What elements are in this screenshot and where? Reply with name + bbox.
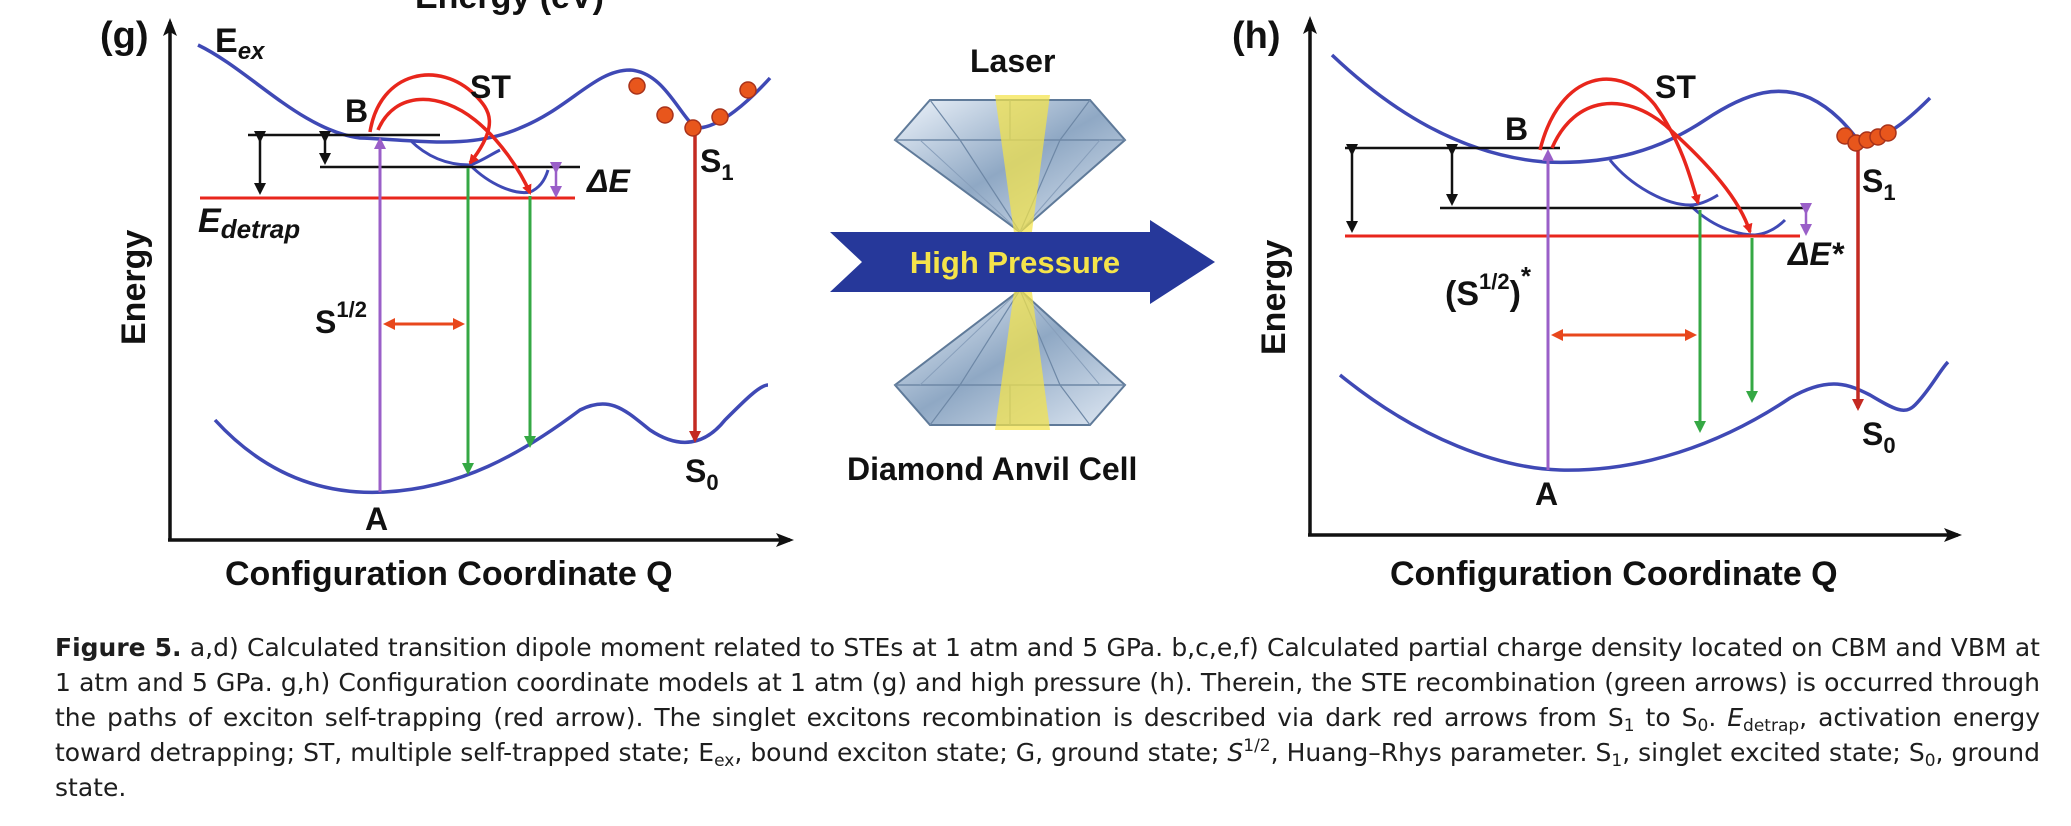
caption-sub: 0 [1924, 751, 1936, 771]
panel-g-ex-label: Eex [215, 22, 266, 65]
panel-h-dE-label: ΔE* [1787, 236, 1845, 272]
panel-h-b-label: B [1505, 111, 1528, 147]
panel-h-st-label: ST [1655, 69, 1696, 105]
laser-label: Laser [970, 43, 1055, 79]
panel-h-s0-label: S0 [1862, 416, 1896, 458]
panel-h-st-well-1 [1608, 159, 1719, 207]
panel-g-st-label: ST [470, 69, 511, 105]
caption-text: , ground state. [55, 738, 2040, 802]
panel-g-st-arrow-2 [376, 97, 532, 195]
caption-sub: ex [714, 751, 735, 771]
panel-h-s1-label: S1 [1862, 163, 1896, 205]
figure-caption: Figure 5. a,d) Calculated transition dip… [55, 630, 2040, 805]
panel-g-a-label: A [365, 501, 388, 537]
panel-g-s1-label: S1 [700, 143, 734, 185]
caption-text: . [1708, 703, 1728, 732]
panel-g-huang-rhys-label: S1/2 [315, 297, 367, 340]
panel-h-tag: (h) [1232, 15, 1281, 57]
caption-sub: 0 [1697, 716, 1709, 736]
panel-h-huang-rhys-label: (S1/2)* [1445, 261, 1532, 313]
panel-g-exciton-dot [711, 108, 729, 126]
diamond-anvil-cell-label: Diamond Anvil Cell [847, 451, 1137, 487]
panel-g-y-label: Energy [115, 230, 153, 345]
panel-g-b-label: B [345, 93, 368, 129]
panel-g-st-well-2 [468, 163, 550, 195]
caption-italic: E [1727, 703, 1744, 732]
panel-g-edetrap-label: Edetrap [198, 202, 300, 244]
panel-h-st-arrow-1 [1538, 77, 1701, 205]
caption-text: , activation energy toward detrapping; S… [55, 703, 2040, 767]
panel-g-s0-label: S0 [685, 453, 719, 495]
caption-text: , Huang–Rhys parameter. S [1270, 738, 1612, 767]
panel-h-a-label: A [1535, 476, 1558, 512]
high-pressure-arrow [830, 220, 1215, 304]
panel-g-dE-label: ΔE [586, 163, 631, 199]
top-partial-label: Energy (eV) [415, 0, 604, 16]
panel-h-st-arrow-2 [1550, 101, 1753, 234]
caption-text: to S [1634, 703, 1698, 732]
panel-h-exciton-dot [1879, 124, 1897, 142]
caption-figure-label: Figure 5. [55, 633, 182, 662]
panel-g-exciton-dot [684, 119, 702, 137]
panel-g-exciton-dot [656, 106, 674, 124]
caption-sub: detrap [1743, 716, 1800, 736]
high-pressure-label: High Pressure [910, 245, 1120, 280]
panel-g-st-well-1 [408, 138, 501, 167]
caption-italic: S [1227, 738, 1244, 767]
caption-sub: 1 [1611, 751, 1623, 771]
panel-g-exciton-dot [739, 81, 757, 99]
panel-h-excited-curve [1330, 53, 1932, 165]
panel-g: (g) Eex B ST S1 ΔE Edetrap S1/2 A S0 Ene… [100, 15, 794, 593]
caption-text: a,d) Calculated transition dipole moment… [55, 633, 2040, 732]
panel-g-st-arrow-1 [368, 73, 492, 165]
caption-text: , singlet excited state; S [1622, 738, 1925, 767]
panel-h-x-label: Configuration Coordinate Q [1390, 555, 1838, 593]
panel-h-st-well-2 [1688, 203, 1787, 237]
caption-text: , bound exciton state; G, ground state; [734, 738, 1228, 767]
caption-sup: 1/2 [1243, 736, 1271, 756]
panel-h: (h) B ST S1 ΔE* (S1/2)* A S0 Energy Conf… [1232, 15, 1962, 593]
panel-g-tag: (g) [100, 15, 149, 57]
panel-g-ground-curve [213, 383, 769, 495]
panel-g-exciton-dot [628, 77, 646, 95]
figure-graphic: (g) Eex B ST S1 ΔE Edetrap S1/2 A S0 Ene… [100, 0, 1962, 593]
panel-g-x-label: Configuration Coordinate Q [225, 555, 673, 593]
middle-dac: Energy (eV) Laser [415, 0, 1215, 487]
panel-h-y-label: Energy [1255, 240, 1293, 355]
panel-h-ground-curve [1338, 360, 1950, 472]
caption-sub: 1 [1623, 716, 1635, 736]
